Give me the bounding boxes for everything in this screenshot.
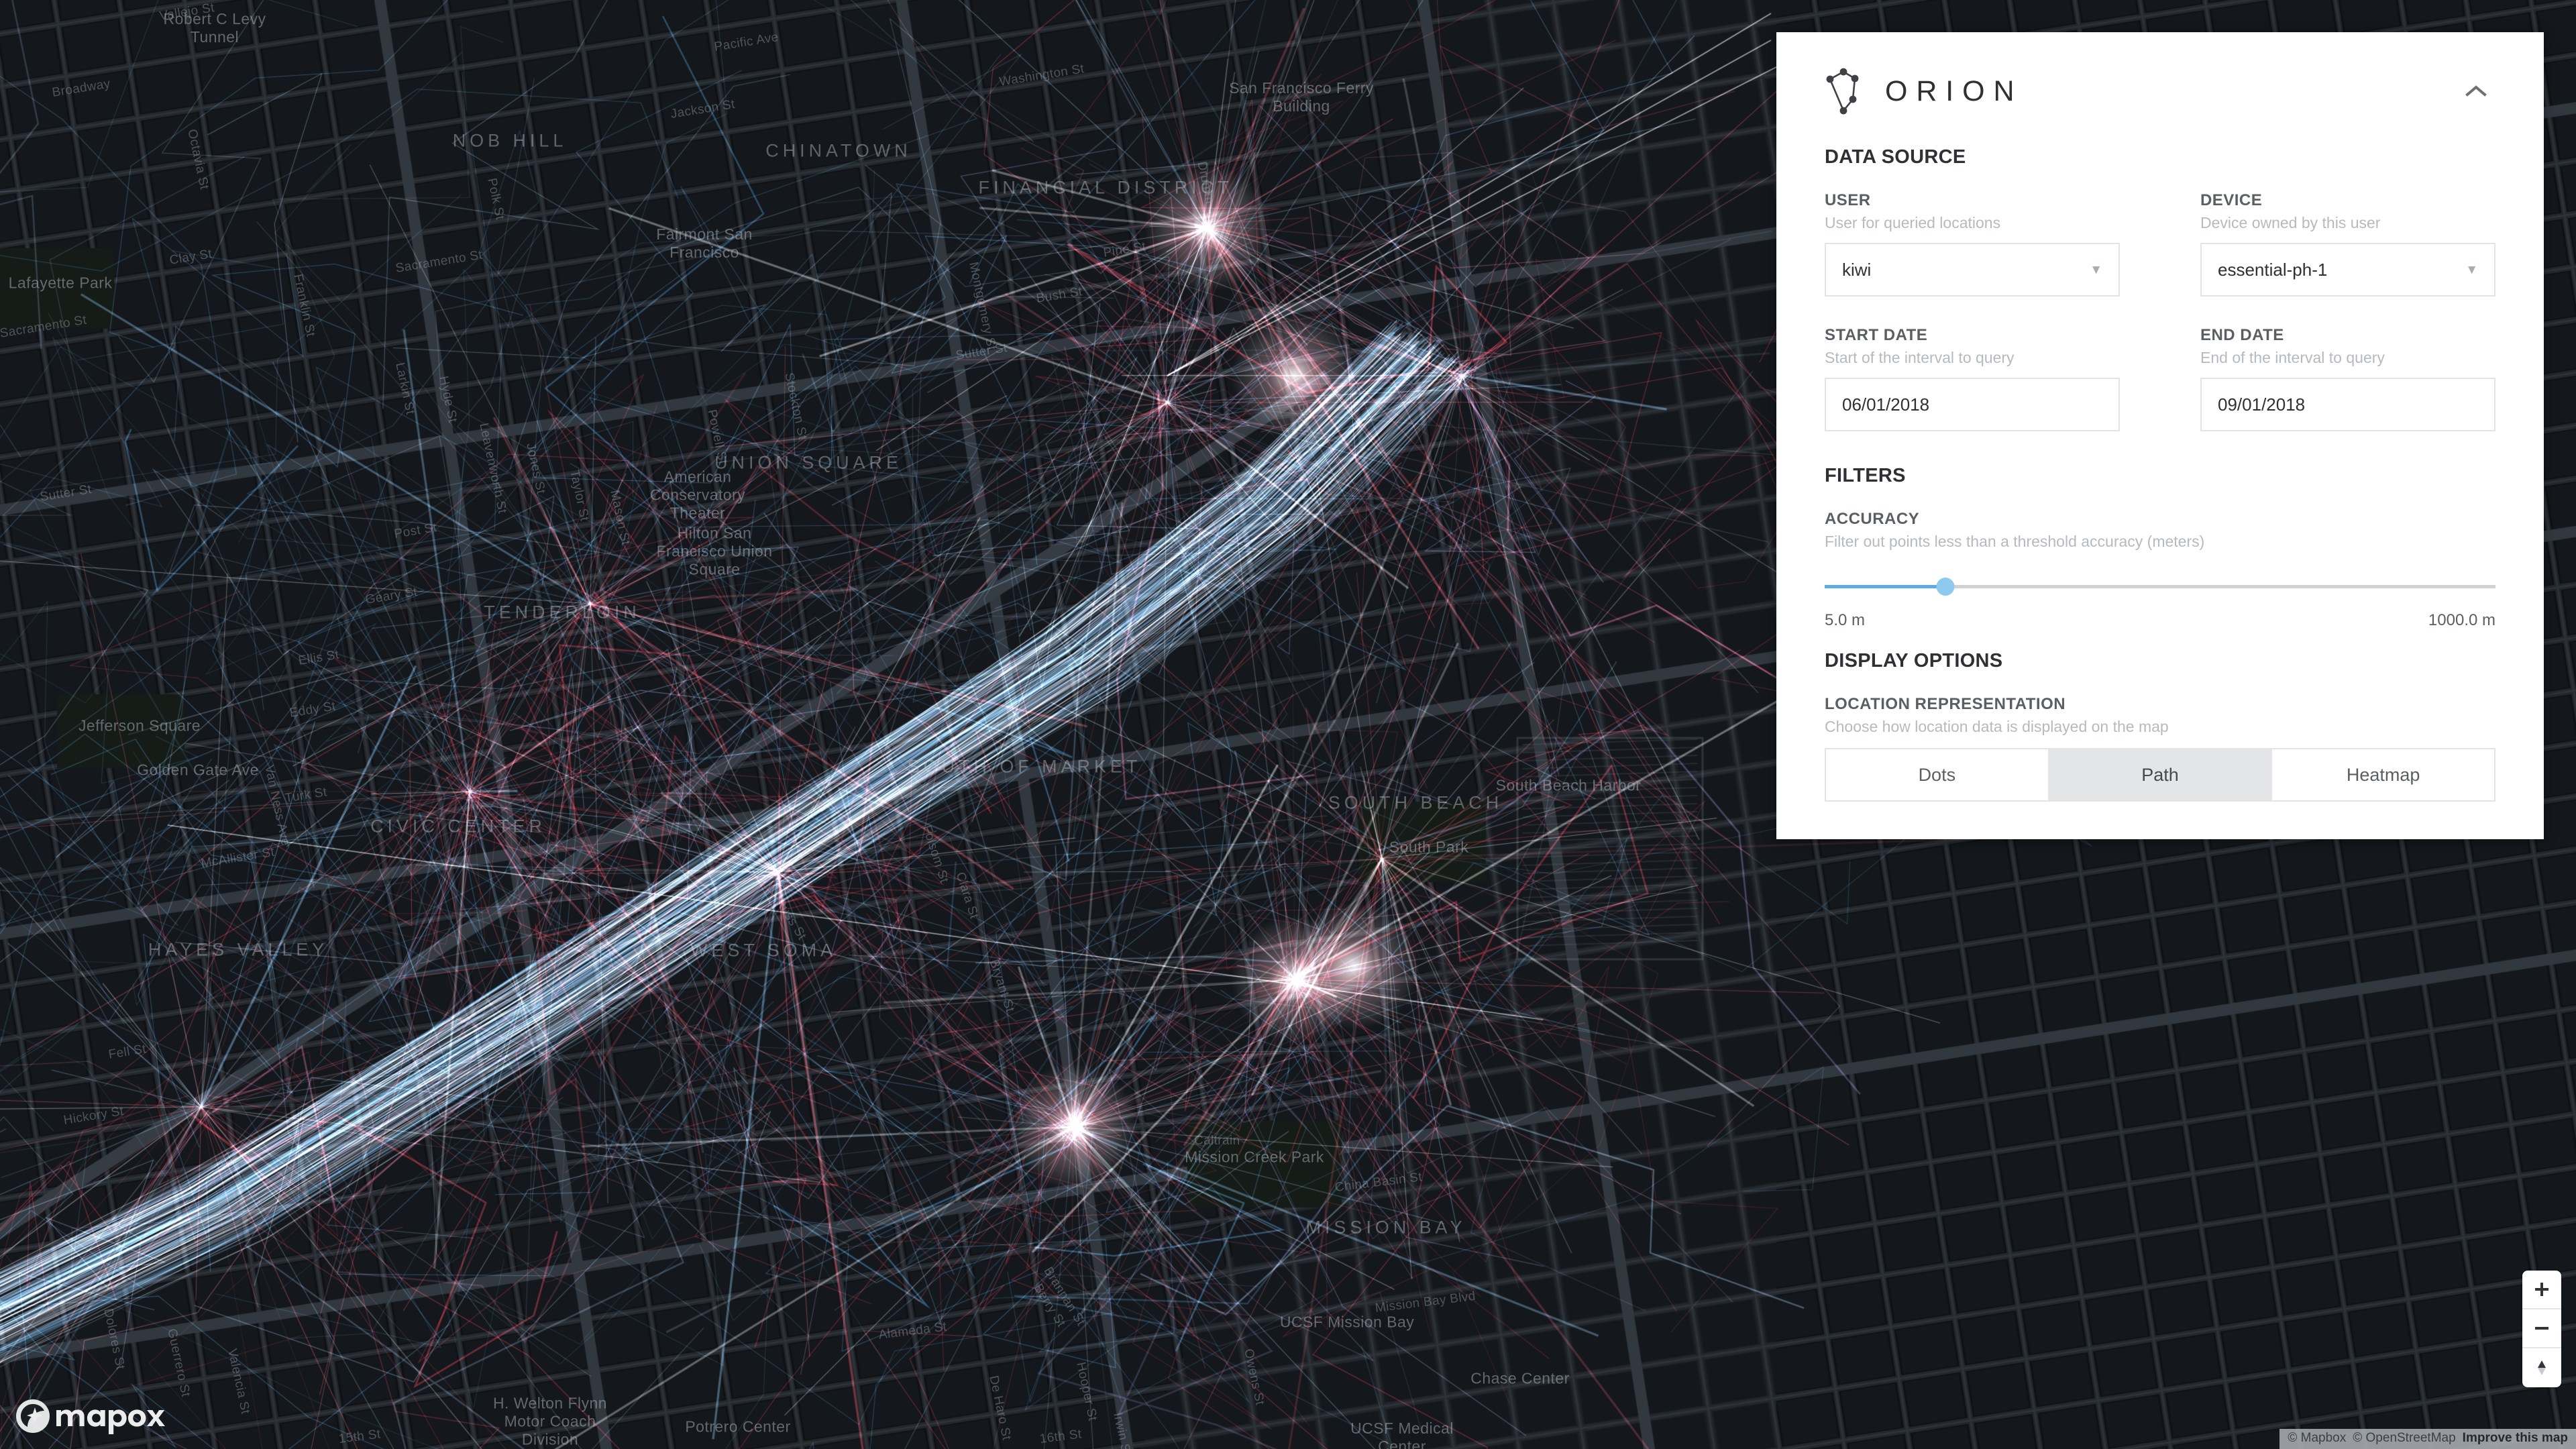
user-select[interactable]: kiwi ▼	[1825, 243, 2120, 297]
section-title-data-source: DATA SOURCE	[1825, 146, 1966, 168]
accuracy-slider[interactable]	[1825, 575, 2496, 598]
field-label-accuracy: ACCURACY	[1825, 510, 1920, 528]
map-zoom-controls[interactable]	[2522, 1271, 2561, 1387]
zoom-out-button[interactable]	[2522, 1309, 2561, 1348]
chevron-down-icon: ▼	[2090, 262, 2102, 277]
plus-icon	[2535, 1283, 2548, 1296]
section-title-display-options: DISPLAY OPTIONS	[1825, 650, 2003, 672]
accuracy-slider-track[interactable]	[1825, 585, 2496, 588]
location-rep-option-dots[interactable]: Dots	[1826, 749, 2049, 800]
zoom-in-button[interactable]	[2522, 1271, 2561, 1309]
attribution-improve-link[interactable]: Improve this map	[2462, 1431, 2568, 1446]
mapbox-logo[interactable]	[15, 1398, 169, 1434]
field-label-end-date: END DATE	[2200, 326, 2284, 344]
field-label-start-date: START DATE	[1825, 326, 1928, 344]
panel-header: ORION	[1825, 32, 2496, 146]
control-panel: ORION DATA SOURCE USER User for queried …	[1776, 32, 2544, 839]
accuracy-slider-scale: 5.0 m 1000.0 m	[1825, 611, 2496, 630]
field-device: DEVICE Device owned by this user essenti…	[2200, 191, 2496, 297]
field-hint-location-representation: Choose how location data is displayed on…	[1825, 718, 2169, 735]
field-hint-device: Device owned by this user	[2200, 214, 2381, 231]
accuracy-slider-thumb[interactable]	[1936, 578, 1955, 596]
start-date-value: 06/01/2018	[1842, 394, 1930, 415]
compass-icon	[2538, 1360, 2546, 1375]
brand: ORION	[1825, 67, 2023, 115]
reset-north-button[interactable]	[2522, 1348, 2561, 1387]
field-label-location-representation: LOCATION REPRESENTATION	[1825, 695, 2066, 713]
user-select-value: kiwi	[1842, 259, 1872, 280]
field-start-date: START DATE Start of the interval to quer…	[1825, 326, 2120, 431]
end-date-input[interactable]: 09/01/2018	[2200, 378, 2496, 431]
minus-icon	[2535, 1327, 2548, 1330]
field-hint-accuracy: Filter out points less than a threshold …	[1825, 533, 2205, 550]
chevron-down-icon: ▼	[2465, 262, 2478, 277]
device-select-value: essential-ph-1	[2218, 259, 2328, 280]
field-hint-end-date: End of the interval to query	[2200, 349, 2385, 366]
mapbox-wordmark-icon	[16, 1399, 165, 1434]
spacer	[1825, 630, 2496, 650]
display-options-section: DISPLAY OPTIONS LOCATION REPRESENTATION …	[1825, 650, 2496, 802]
attribution-mapbox[interactable]: © Mapbox	[2288, 1431, 2347, 1446]
field-hint-user: User for queried locations	[1825, 214, 2001, 231]
brand-name: ORION	[1885, 74, 2023, 107]
attribution-osm[interactable]: © OpenStreetMap	[2353, 1431, 2456, 1446]
field-end-date: END DATE End of the interval to query 09…	[2200, 326, 2496, 431]
accuracy-max-label: 1000.0 m	[2428, 611, 2496, 629]
filters-section: FILTERS ACCURACY Filter out points less …	[1825, 465, 2496, 630]
start-date-input[interactable]: 06/01/2018	[1825, 378, 2120, 431]
location-rep-option-heatmap[interactable]: Heatmap	[2272, 749, 2495, 800]
orion-constellation-icon	[1826, 68, 1859, 115]
end-date-value: 09/01/2018	[2218, 394, 2306, 415]
location-representation-segmented-control[interactable]: Dots Path Heatmap	[1825, 748, 2496, 802]
field-label-device: DEVICE	[2200, 191, 2263, 209]
section-title-filters: FILTERS	[1825, 465, 1906, 486]
field-user: USER User for queried locations kiwi ▼	[1825, 191, 2120, 297]
chevron-up-icon	[2465, 85, 2487, 97]
field-label-user: USER	[1825, 191, 1871, 209]
collapse-panel-button[interactable]	[2457, 76, 2496, 107]
accuracy-slider-fill	[1825, 585, 1945, 588]
location-rep-option-path[interactable]: Path	[2049, 749, 2273, 800]
data-source-fields: USER User for queried locations kiwi ▼ D…	[1825, 191, 2496, 461]
accuracy-min-label: 5.0 m	[1825, 611, 1866, 629]
field-hint-start-date: Start of the interval to query	[1825, 349, 2015, 366]
device-select[interactable]: essential-ph-1 ▼	[2200, 243, 2496, 297]
map-attribution[interactable]: © Mapbox © OpenStreetMap Improve this ma…	[2279, 1429, 2576, 1449]
